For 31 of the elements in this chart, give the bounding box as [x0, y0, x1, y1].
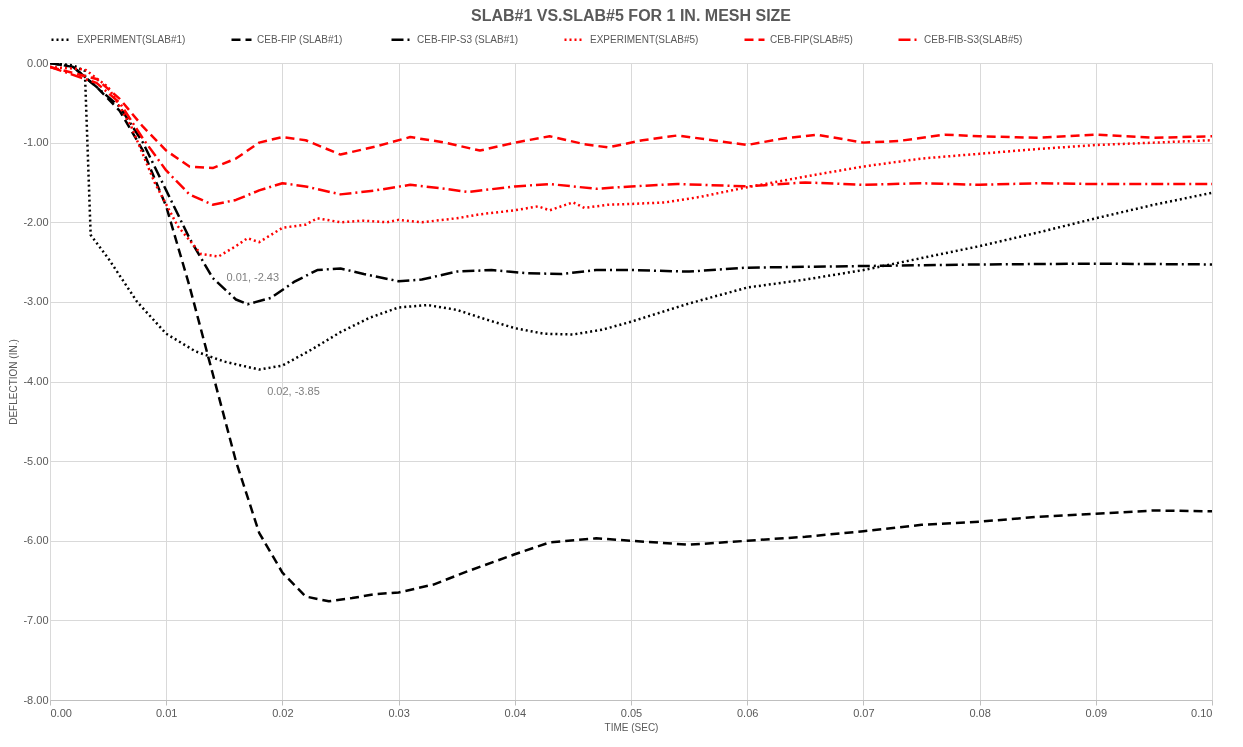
x-tick-label: 0.09 [1085, 706, 1108, 719]
x-tick-label: 0.05 [620, 706, 643, 719]
y-tick-label: -1.00 [23, 136, 49, 149]
y-tick-label: -3.00 [23, 295, 49, 308]
y-tick-label: -8.00 [23, 693, 49, 706]
y-tick-label: -2.00 [23, 215, 49, 228]
legend-label: CEB-FIB-S3(SLAB#5) [924, 33, 1023, 45]
x-tick-label: 0.06 [736, 706, 759, 719]
x-tick-label: 0.07 [853, 706, 875, 719]
x-tick-label: 0.08 [969, 706, 991, 719]
x-tick-label: 0.03 [388, 706, 410, 719]
y-tick-label: -6.00 [23, 534, 49, 547]
legend-label: EXPERIMENT(SLAB#5) [590, 33, 699, 45]
legend-label: CEB-FIP(SLAB#5) [770, 33, 853, 45]
y-tick-label: -5.00 [23, 454, 49, 467]
y-tick-label: 0.00 [27, 56, 49, 69]
y-tick-label: -4.00 [23, 375, 49, 387]
legend-label: CEB-FIP (SLAB#1) [257, 33, 343, 45]
x-tick-label: 0.02 [272, 706, 294, 719]
x-axis-title: TIME (SEC) [604, 721, 659, 733]
y-tick-label: -7.00 [23, 613, 49, 626]
x-tick-label: 0.01 [155, 706, 178, 719]
x-tick-label: 0.10 [1191, 706, 1213, 719]
x-tick-label: 0.04 [504, 706, 527, 719]
x-tick-label: 0.00 [50, 706, 72, 719]
legend-label: CEB-FIP-S3 (SLAB#1) [417, 33, 519, 45]
annotation: 0.02, -3.85 [267, 384, 320, 397]
chart-title: SLAB#1 VS.SLAB#5 FOR 1 IN. MESH SIZE [470, 7, 792, 24]
y-axis-title: DEFLECTION (IN.) [8, 339, 20, 425]
annotation: 0.01, -2.43 [226, 271, 280, 284]
legend-label: EXPERIMENT(SLAB#1) [77, 33, 186, 45]
